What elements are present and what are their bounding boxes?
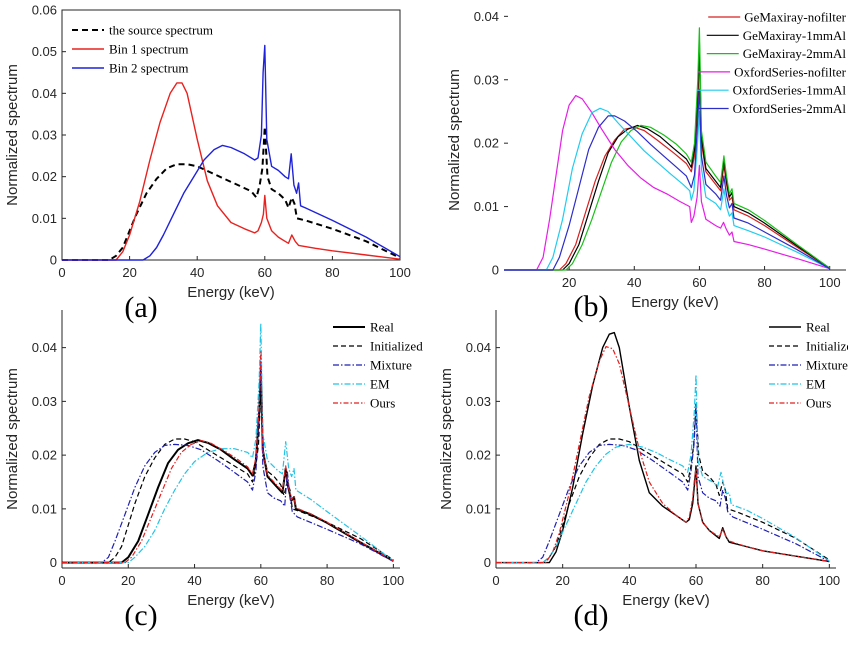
legend-entry: EM — [370, 377, 390, 392]
x-tick-label: 100 — [819, 275, 841, 290]
legend-entry: Mixture — [370, 358, 412, 373]
y-axis-title: Normalized spectrum — [438, 368, 455, 510]
x-axis-title: Energy (keV) — [187, 592, 275, 609]
y-tick-label: 0.01 — [466, 501, 491, 516]
x-tick-label: 100 — [818, 573, 840, 588]
series-line-2 — [62, 360, 394, 564]
series-line-4 — [496, 346, 830, 564]
y-tick-label: 0.02 — [466, 448, 491, 463]
y-tick-label: 0.06 — [32, 3, 57, 18]
y-tick-label: 0.05 — [32, 44, 57, 59]
legend-entry: GeMaxiray-nofilter — [744, 10, 846, 25]
x-tick-label: 60 — [258, 265, 272, 280]
y-tick-label: 0 — [484, 555, 491, 570]
panel-label: (d) — [574, 599, 609, 632]
y-tick-label: 0.04 — [474, 9, 499, 24]
x-tick-label: 80 — [757, 275, 771, 290]
x-tick-label: 20 — [562, 275, 576, 290]
series-line-4 — [504, 107, 830, 271]
legend-entry: OxfordSeries-nofilter — [734, 64, 847, 79]
series-line-2 — [62, 44, 401, 261]
y-tick-label: 0.01 — [474, 199, 499, 214]
x-tick-label: 20 — [555, 573, 569, 588]
panel-c: 0 20 40 60 80 100 0 0.01 0.02 0.03 0.04 Energy (keV… — [4, 310, 423, 632]
legend-entry: Bin 2 spectrum — [109, 61, 188, 76]
x-tick-label: 20 — [121, 573, 135, 588]
y-tick-label: 0.03 — [466, 394, 491, 409]
y-tick-label: 0 — [50, 555, 57, 570]
series-line-1 — [496, 403, 830, 564]
x-tick-label: 0 — [492, 573, 499, 588]
legend-entry: Initialized — [806, 339, 848, 354]
legend-entry: Initialized — [370, 339, 423, 354]
x-tick-label: 80 — [320, 573, 334, 588]
y-tick-label: 0.01 — [32, 501, 57, 516]
x-tick-label: 0 — [58, 265, 65, 280]
series-line-0 — [504, 50, 831, 271]
y-tick-label: 0.02 — [32, 448, 57, 463]
y-tick-label: 0.01 — [32, 211, 57, 226]
series-line-2 — [504, 27, 831, 271]
legend-entry: Mixture — [806, 358, 848, 373]
legend-entry: Ours — [370, 396, 395, 411]
y-tick-label: 0.02 — [32, 169, 57, 184]
y-tick-label: 0.04 — [32, 86, 57, 101]
x-axis-title: Energy (keV) — [631, 294, 719, 311]
y-axis-title: Normalized spectrum — [4, 368, 21, 510]
x-tick-label: 100 — [389, 265, 411, 280]
x-axis-title: Energy (keV) — [187, 284, 275, 301]
series-line-4 — [62, 351, 394, 564]
legend-entry: GeMaxiray-1mmAl — [743, 28, 847, 43]
x-axis-title: Energy (keV) — [622, 592, 710, 609]
legend-entry: Real — [370, 320, 394, 335]
legend-entry: the source spectrum — [109, 23, 213, 38]
y-tick-label: 0.04 — [32, 340, 57, 355]
x-tick-label: 60 — [254, 573, 268, 588]
series-line-5 — [504, 88, 831, 271]
panel-a: 0 20 40 60 80 100 0 0.01 0.02 0.03 0.04 0.05 0.06 Ene… — [4, 3, 411, 325]
y-axis-title: Normalized spectrum — [4, 64, 21, 206]
y-tick-label: 0.03 — [32, 394, 57, 409]
x-tick-label: 0 — [58, 573, 65, 588]
x-tick-label: 60 — [692, 275, 706, 290]
x-tick-label: 40 — [622, 573, 636, 588]
x-tick-label: 100 — [383, 573, 405, 588]
panel-label: (a) — [124, 291, 157, 324]
panel-label: (c) — [124, 599, 157, 632]
panel-d: 0 20 40 60 80 100 0 0.01 0.02 0.03 0.04 Energy (keV… — [438, 310, 848, 632]
series-line-1 — [62, 390, 394, 564]
x-tick-label: 60 — [689, 573, 703, 588]
legend-entry: OxfordSeries-2mmAl — [733, 101, 847, 116]
series-line-0 — [62, 125, 401, 261]
y-tick-label: 0.02 — [474, 136, 499, 151]
y-tick-label: 0.03 — [474, 72, 499, 87]
legend-entry: EM — [806, 377, 826, 392]
x-tick-label: 40 — [190, 265, 204, 280]
x-tick-label: 40 — [627, 275, 641, 290]
series-line-3 — [504, 95, 830, 271]
legend-entry: Ours — [806, 396, 831, 411]
x-tick-label: 40 — [187, 573, 201, 588]
y-tick-label: 0 — [492, 263, 499, 278]
series-line-2 — [496, 406, 830, 564]
series-line-3 — [496, 373, 830, 564]
y-tick-label: 0.03 — [32, 128, 57, 143]
series-line-1 — [62, 82, 401, 261]
legend-entry: Bin 1 spectrum — [109, 42, 188, 57]
panel-b: 20 40 60 80 100 0 0.01 0.02 0.03 0.04 Energy (keV)… — [446, 9, 847, 323]
y-axis-title: Normalized spectrum — [446, 69, 463, 211]
series-line-0 — [62, 368, 394, 564]
legend-entry: OxfordSeries-1mmAl — [733, 83, 847, 98]
y-tick-label: 0 — [50, 253, 57, 268]
y-tick-label: 0.04 — [466, 340, 491, 355]
legend-entry: Real — [806, 320, 830, 335]
x-tick-label: 80 — [755, 573, 769, 588]
panel-label: (b) — [574, 290, 609, 323]
series-line-3 — [62, 322, 394, 564]
x-tick-label: 20 — [122, 265, 136, 280]
legend-entry: GeMaxiray-2mmAl — [743, 46, 847, 61]
x-tick-label: 80 — [325, 265, 339, 280]
